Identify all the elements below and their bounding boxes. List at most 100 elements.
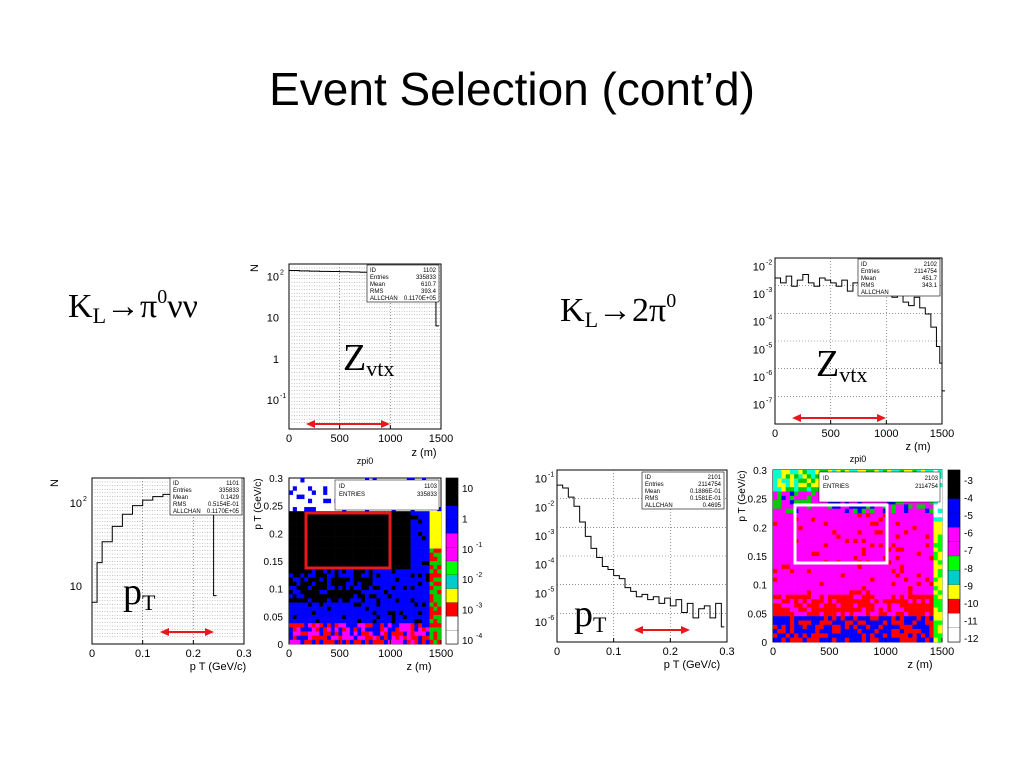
heatmap-cell xyxy=(327,606,332,612)
heatmap-cell xyxy=(349,602,354,607)
heatmap-cell xyxy=(870,620,875,626)
heatmap-cell xyxy=(334,627,339,632)
heatmap-cell xyxy=(887,547,892,552)
heatmap-cell xyxy=(785,482,791,488)
heatmap-cell xyxy=(794,487,799,492)
heatmap-cell xyxy=(908,568,913,574)
heatmap-cell xyxy=(874,521,879,527)
heatmap-cell xyxy=(315,631,320,636)
heatmap-cell xyxy=(380,606,385,612)
heatmap-cell xyxy=(365,585,370,591)
heatmap-cell xyxy=(425,619,430,624)
heatmap-cell xyxy=(819,500,824,505)
heatmap-cell xyxy=(785,530,791,535)
heatmap-cell xyxy=(912,624,917,630)
heatmap-cell xyxy=(365,523,370,529)
legend-swatch xyxy=(445,519,459,534)
heatmap-cell xyxy=(433,548,438,553)
heatmap-cell xyxy=(937,620,943,626)
heatmap-cell xyxy=(395,614,400,620)
heatmap-cell xyxy=(433,631,438,636)
heatmap-cell xyxy=(308,581,313,587)
heatmap-cell xyxy=(903,568,909,574)
heatmap-cell xyxy=(832,616,837,621)
heatmap-cell xyxy=(789,482,795,488)
heatmap-cell xyxy=(372,577,377,583)
heatmap-cell xyxy=(773,551,778,557)
heatmap-cell xyxy=(849,556,854,561)
x-tick-label: 500 xyxy=(330,648,348,660)
heatmap-cell xyxy=(789,577,795,583)
heatmap-cell xyxy=(878,568,884,574)
heatmap-cell xyxy=(410,614,415,620)
heatmap-cell xyxy=(819,543,824,548)
heatmap-cell xyxy=(395,552,400,558)
heatmap-cell xyxy=(315,581,320,587)
heatmap-cell xyxy=(777,590,782,595)
heatmap-cell xyxy=(920,577,926,583)
heatmap-cell xyxy=(785,633,791,638)
heatmap-cell xyxy=(308,507,313,512)
heatmap-cell xyxy=(853,534,858,540)
heatmap-cell xyxy=(827,586,833,591)
heatmap-cell xyxy=(802,495,808,501)
heatmap-cell xyxy=(414,590,419,595)
heatmap-cell xyxy=(789,543,795,548)
heatmap-cell xyxy=(781,513,786,518)
heatmap-cell xyxy=(323,627,328,632)
heatmap-cell xyxy=(418,631,423,636)
heatmap-cell xyxy=(777,616,782,621)
heatmap-cell xyxy=(368,623,373,628)
heatmap-cell xyxy=(338,544,343,549)
heatmap-cell xyxy=(789,525,795,531)
heatmap-cell xyxy=(414,531,419,537)
heatmap-cell xyxy=(899,637,905,643)
heatmap-cell xyxy=(289,527,294,533)
heatmap-cell xyxy=(289,598,294,603)
heatmap-cell xyxy=(798,517,803,522)
heatmap-cell xyxy=(311,614,316,620)
heatmap-cell xyxy=(861,594,867,600)
heatmap-cell xyxy=(789,560,795,565)
heatmap-cell xyxy=(802,482,808,488)
heatmap-cell xyxy=(368,569,373,574)
heatmap-cell xyxy=(789,603,795,608)
heatmap-cell xyxy=(349,523,354,529)
heatmap-cell xyxy=(289,490,294,495)
heatmap-cell xyxy=(357,627,362,632)
heatmap-cell xyxy=(857,599,863,604)
heatmap-cell xyxy=(882,534,888,540)
heatmap-cell xyxy=(870,594,875,600)
heatmap-cell xyxy=(365,540,370,545)
heatmap-cell xyxy=(870,611,875,617)
heatmap-cell xyxy=(433,527,438,533)
heatmap-cell xyxy=(433,519,438,524)
heatmap-cell xyxy=(410,536,415,541)
heatmap-cell xyxy=(429,598,434,603)
heatmap-cell xyxy=(785,577,791,583)
heatmap-cell xyxy=(836,594,841,600)
heatmap-cell xyxy=(815,538,820,544)
heatmap-cell xyxy=(777,551,782,557)
heatmap-cell xyxy=(895,594,901,600)
heatmap-cell xyxy=(289,544,294,549)
heatmap-cell xyxy=(296,544,301,549)
y-tick-exponent: -3 xyxy=(548,529,554,536)
heatmap-cell xyxy=(878,573,884,578)
heatmap-cell xyxy=(861,551,867,557)
heatmap-cell xyxy=(418,635,423,641)
heatmap-cell xyxy=(823,538,829,544)
heatmap-cell xyxy=(376,531,381,537)
heatmap-cell xyxy=(315,561,320,566)
heatmap-cell xyxy=(323,635,328,641)
heatmap-cell xyxy=(895,611,901,617)
heatmap-cell xyxy=(895,568,901,574)
heatmap-cell xyxy=(368,552,373,558)
heatmap-cell xyxy=(903,556,909,561)
heatmap-cell xyxy=(916,599,922,604)
heatmap-cell xyxy=(777,599,782,604)
heatmap-cell xyxy=(844,594,850,600)
heatmap-cell xyxy=(399,610,404,616)
heatmap-cell xyxy=(422,556,427,562)
heatmap-cell xyxy=(308,598,313,603)
